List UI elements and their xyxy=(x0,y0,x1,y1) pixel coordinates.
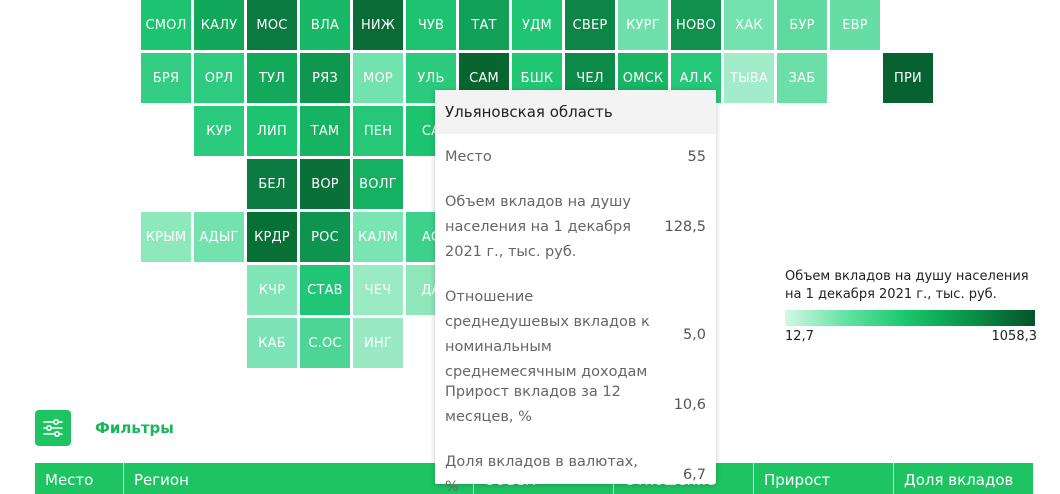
tooltip-label: Доля вкладов в валютах, % xyxy=(445,454,638,494)
region-tile[interactable]: КАЛМ xyxy=(352,211,404,263)
region-tile[interactable]: ВОЛГ xyxy=(352,158,404,210)
color-legend: Объем вкладов на душу населения на 1 дек… xyxy=(785,268,1037,344)
region-tile[interactable]: КЧР xyxy=(246,264,298,316)
region-tile[interactable]: КУР xyxy=(193,105,245,157)
region-tile[interactable]: С.ОС xyxy=(299,317,351,369)
column-header-region[interactable]: Регион xyxy=(124,463,474,494)
sliders-icon[interactable] xyxy=(35,410,71,446)
region-tile[interactable]: ТУЛ xyxy=(246,52,298,104)
region-tile[interactable]: ВЛА xyxy=(299,0,351,51)
region-tile[interactable]: СТАВ xyxy=(299,264,351,316)
region-tile[interactable]: МОР xyxy=(352,52,404,104)
region-tile[interactable]: КАЛУ xyxy=(193,0,245,51)
region-tile[interactable]: ХАК xyxy=(723,0,775,51)
region-tile[interactable]: ЛИП xyxy=(246,105,298,157)
tooltip-label: Место xyxy=(445,149,492,165)
tooltip-row-ratio: Отношение среднедушевых вкладов к номина… xyxy=(445,285,706,385)
tooltip-row-growth: Прирост вкладов за 12 месяцев, % 10,6 xyxy=(445,380,706,430)
tooltip-row-currency-share: Доля вкладов в валютах, % 6,7 xyxy=(445,450,706,494)
region-tile[interactable]: КРДР xyxy=(246,211,298,263)
region-tile[interactable]: НИЖ xyxy=(352,0,404,51)
tooltip-value: 55 xyxy=(687,149,706,165)
region-tile[interactable]: ТАТ xyxy=(458,0,510,51)
column-header-currency-share[interactable]: Доля вкладов xyxy=(904,471,1014,489)
tooltip-value: 128,5 xyxy=(664,219,706,235)
tooltip-value: 6,7 xyxy=(682,466,706,483)
legend-title: Объем вкладов на душу населения на 1 дек… xyxy=(785,269,1029,302)
region-tile[interactable]: БРЯ xyxy=(140,52,192,104)
region-tile[interactable]: СМОЛ xyxy=(140,0,192,51)
region-tile[interactable]: ПЕН xyxy=(352,105,404,157)
region-tile[interactable]: ОРЛ xyxy=(193,52,245,104)
tooltip-label: Объем вкладов на душу населения на 1 дек… xyxy=(445,194,632,260)
region-tile[interactable]: УДМ xyxy=(511,0,563,51)
filters-toggle[interactable]: Фильтры xyxy=(35,410,174,446)
column-header-growth[interactable]: Прирост xyxy=(754,463,894,494)
tooltip-value: 10,6 xyxy=(673,396,706,413)
region-tile[interactable]: ЧУВ xyxy=(405,0,457,51)
region-tile[interactable]: ЗАБ xyxy=(776,52,828,104)
tooltip-title: Ульяновская область xyxy=(435,90,716,134)
tooltip-value: 5,0 xyxy=(682,326,706,343)
tooltip-label: Прирост вкладов за 12 месяцев, % xyxy=(445,384,621,425)
region-tile[interactable]: НОВО xyxy=(670,0,722,51)
region-tile[interactable]: БУР xyxy=(776,0,828,51)
region-tooltip: Ульяновская область Место 55 Объем вклад… xyxy=(435,90,716,494)
legend-gradient-bar xyxy=(785,310,1035,326)
filters-label[interactable]: Фильтры xyxy=(95,419,174,437)
region-tile[interactable]: ТАМ xyxy=(299,105,351,157)
region-tile[interactable]: КАБ xyxy=(246,317,298,369)
tooltip-row-volume: Объем вкладов на душу населения на 1 дек… xyxy=(445,190,706,265)
region-tile[interactable]: ЕВР xyxy=(829,0,881,51)
region-tile[interactable]: ТЫВА xyxy=(723,52,775,104)
legend-labels: 12,7 1058,3 xyxy=(785,329,1037,344)
column-header-place[interactable]: Место xyxy=(35,463,124,494)
region-tile[interactable]: СВЕР xyxy=(564,0,616,51)
region-tile[interactable]: ИНГ xyxy=(352,317,404,369)
region-tile[interactable]: КРЫМ xyxy=(140,211,192,263)
region-tile[interactable]: КУРГ xyxy=(617,0,669,51)
region-tile[interactable]: ПРИ xyxy=(882,52,934,104)
region-tile[interactable]: РЯЗ xyxy=(299,52,351,104)
region-tile[interactable]: ЧЕЧ xyxy=(352,264,404,316)
legend-min: 12,7 xyxy=(785,329,814,344)
region-tile[interactable]: РОС xyxy=(299,211,351,263)
legend-max: 1058,3 xyxy=(991,329,1038,344)
tooltip-row-place: Место 55 xyxy=(445,145,706,170)
region-tile[interactable]: АДЫГ xyxy=(193,211,245,263)
region-tile[interactable]: МОС xyxy=(246,0,298,51)
region-tile[interactable]: ВОР xyxy=(299,158,351,210)
tooltip-label: Отношение среднедушевых вкладов к номина… xyxy=(445,289,650,380)
region-tile[interactable]: БЕЛ xyxy=(246,158,298,210)
